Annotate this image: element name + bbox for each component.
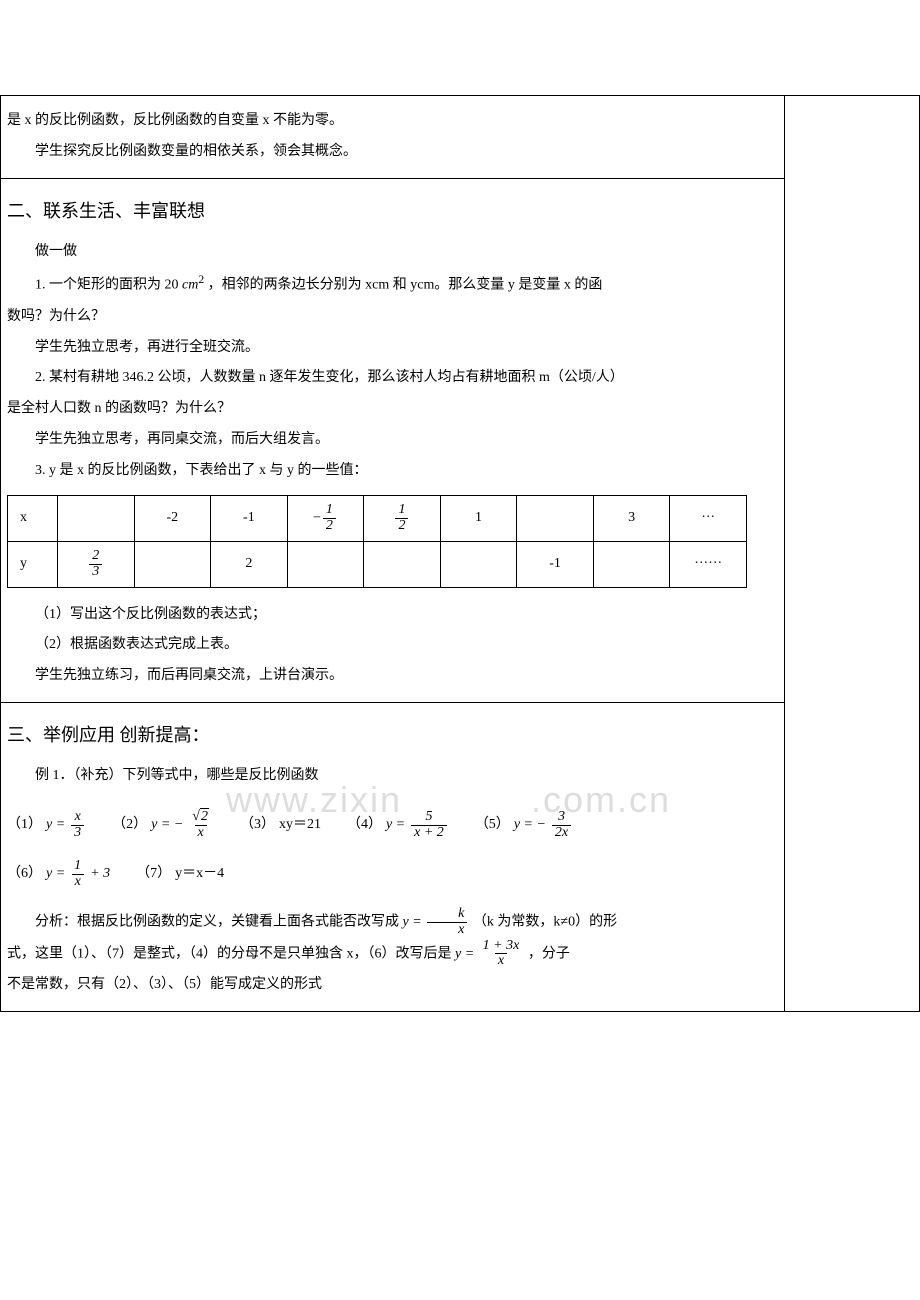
q1-a: 1. 一个矩形的面积为 20 xyxy=(35,278,182,293)
q1-note: 学生先独立思考，再进行全班交流。 xyxy=(7,333,778,364)
cell-y-label: y xyxy=(8,541,58,587)
section-2-title: 二、联系生活、丰富联想 xyxy=(7,197,778,223)
cell: -1 xyxy=(517,541,594,587)
cell: 3 xyxy=(593,495,670,541)
equation-row-2: （6） y = 1x + 3 （7） y＝x－4 xyxy=(7,859,778,890)
analysis-3: 不是常数，只有（2）、（3）、（5）能写成定义的形式 xyxy=(7,970,778,1001)
cell: 2 xyxy=(211,541,288,587)
cell: 1 xyxy=(440,495,517,541)
q2-a: 2. 某村有耕地 346.2 公顷，人数数量 n 逐年发生变化，那么该村人均占有… xyxy=(7,363,778,394)
cell xyxy=(593,541,670,587)
side-column xyxy=(785,96,920,1011)
sub1: （1）写出这个反比例函数的表达式； xyxy=(7,600,778,631)
cell: ··· xyxy=(670,495,747,541)
cell: -2 xyxy=(134,495,211,541)
q1-b: ，相邻的两条边长分别为 xcm 和 ycm。那么变量 y 是变量 x 的函 xyxy=(204,278,602,293)
cell-x-label: x xyxy=(8,495,58,541)
eq-2: （2） y = − 2x xyxy=(112,810,214,841)
equation-row-1: （1） y = x3 （2） y = − 2x （3） xy＝21 （4） y … xyxy=(7,810,778,841)
cell-frac: −12 xyxy=(287,495,364,541)
eq-7: （7） y＝x－4 xyxy=(136,859,224,890)
cm2: cm xyxy=(182,278,198,293)
q3: 3. y 是 x 的反比例函数，下表给出了 x 与 y 的一些值： xyxy=(7,456,778,487)
intro-line-2: 学生探究反比例函数变量的相依关系，领会其概念。 xyxy=(7,137,778,168)
cell xyxy=(440,541,517,587)
section-3: 三、举例应用 创新提高： 例 1．（补充）下列等式中，哪些是反比例函数 （1） … xyxy=(1,703,784,1011)
page-container: 是 x 的反比例函数，反比例函数的自变量 x 不能为零。 学生探究反比例函数变量… xyxy=(0,95,920,1012)
eq-3: （3） xy＝21 xyxy=(240,810,321,841)
eq-6: （6） y = 1x + 3 xyxy=(7,859,110,890)
cell xyxy=(364,541,441,587)
cell xyxy=(58,495,135,541)
analysis-2: 式，这里（1）、（7）是整式，（4）的分母不是只单独含 x，（6）改写后是 y … xyxy=(7,939,778,970)
cell xyxy=(517,495,594,541)
section-2: www.zixin .com.cn 二、联系生活、丰富联想 做一做 1. 一个矩… xyxy=(1,179,784,703)
table-row-y: y 23 2 -1 ······ xyxy=(8,541,747,587)
cell xyxy=(287,541,364,587)
intro-line-1: 是 x 的反比例函数，反比例函数的自变量 x 不能为零。 xyxy=(7,106,778,137)
cell: -1 xyxy=(211,495,288,541)
cell xyxy=(134,541,211,587)
analysis-1: 分析：根据反比例函数的定义，关键看上面各式能否改写成 y = kx （k 为常数… xyxy=(7,907,778,938)
cell: ······ xyxy=(670,541,747,587)
cell-frac: 23 xyxy=(58,541,135,587)
table-row-x: x -2 -1 −12 12 1 3 ··· xyxy=(8,495,747,541)
xy-table: x -2 -1 −12 12 1 3 ··· y 23 2 xyxy=(7,495,747,588)
q1-line: 1. 一个矩形的面积为 20 cm2 ，相邻的两条边长分别为 xcm 和 ycm… xyxy=(7,267,778,301)
ex1: 例 1．（补充）下列等式中，哪些是反比例函数 xyxy=(7,761,778,792)
section-intro: 是 x 的反比例函数，反比例函数的自变量 x 不能为零。 学生探究反比例函数变量… xyxy=(1,96,784,179)
sub2: （2）根据函数表达式完成上表。 xyxy=(7,630,778,661)
sub-note: 学生先独立练习，而后再同桌交流，上讲台演示。 xyxy=(7,661,778,692)
main-column: 是 x 的反比例函数，反比例函数的自变量 x 不能为零。 学生探究反比例函数变量… xyxy=(1,96,785,1011)
cell-frac: 12 xyxy=(364,495,441,541)
eq-1: （1） y = x3 xyxy=(7,810,86,841)
eq-4: （4） y = 5x + 2 xyxy=(347,810,449,841)
do-label: 做一做 xyxy=(7,237,778,268)
section-3-title: 三、举例应用 创新提高： xyxy=(7,721,778,747)
q1-c: 数吗？为什么？ xyxy=(7,302,778,333)
eq-5: （5） y = − 32x xyxy=(475,810,573,841)
q2-note: 学生先独立思考，再同桌交流，而后大组发言。 xyxy=(7,425,778,456)
q2-b: 是全村人口数 n 的函数吗？为什么？ xyxy=(7,394,778,425)
